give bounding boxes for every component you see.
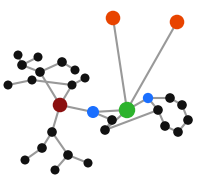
Point xyxy=(36,56,40,59)
Point xyxy=(53,168,57,171)
Point xyxy=(103,129,107,132)
Point xyxy=(111,16,115,19)
Point xyxy=(146,97,150,100)
Point xyxy=(125,108,129,112)
Point xyxy=(91,111,95,114)
Point xyxy=(156,108,160,112)
Point xyxy=(66,153,70,156)
Point xyxy=(6,84,10,87)
Point xyxy=(83,77,87,80)
Point xyxy=(20,64,24,67)
Point xyxy=(23,159,27,162)
Point xyxy=(86,161,90,164)
Point xyxy=(175,20,179,23)
Point xyxy=(16,53,20,57)
Point xyxy=(70,84,74,87)
Point xyxy=(163,125,167,128)
Point xyxy=(180,104,184,107)
Point xyxy=(38,70,42,74)
Point xyxy=(58,104,62,107)
Point xyxy=(110,119,114,122)
Point xyxy=(186,119,190,122)
Point xyxy=(50,130,54,133)
Point xyxy=(60,60,64,64)
Point xyxy=(73,68,77,71)
Point xyxy=(168,97,172,100)
Point xyxy=(40,146,44,149)
Point xyxy=(176,130,180,133)
Point xyxy=(30,78,34,81)
